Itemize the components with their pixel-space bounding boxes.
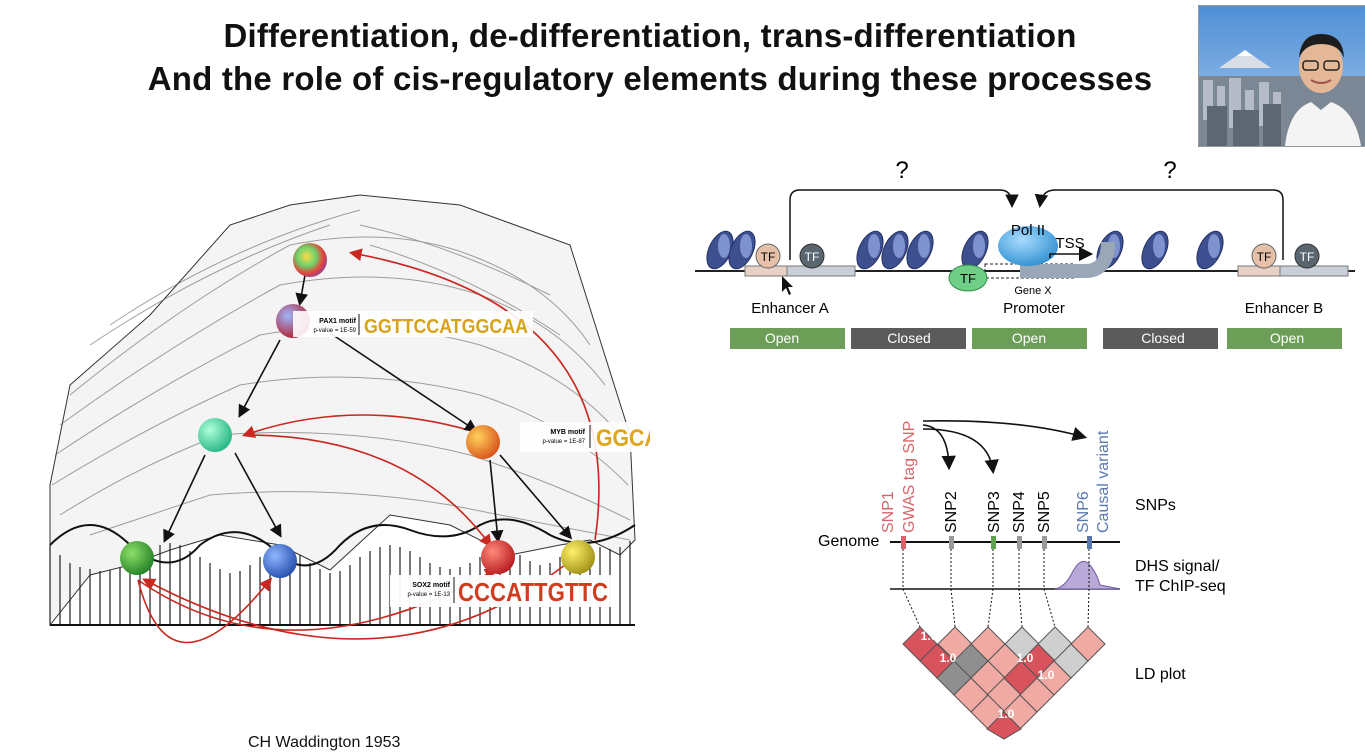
slide-title-line1: Differentiation, de-differentiation, tra… <box>223 17 1077 54</box>
motif-pax1-logo: GGTTCCATGGCAA <box>364 316 528 338</box>
promoter-label: Promoter <box>1003 300 1065 317</box>
enhancer-b-label: Enhancer B <box>1245 300 1323 317</box>
tss-label: TSS <box>1055 235 1084 252</box>
ld-values: 1.0 1.0 1.0 1.0 1.0 <box>921 629 1055 721</box>
svg-text:TF: TF <box>1300 250 1315 264</box>
svg-text:Open: Open <box>765 330 799 346</box>
motif-sox2-pvalue: p-value = 1E-13 <box>407 592 450 598</box>
svg-text:TF: TF <box>960 271 976 286</box>
gwas-tag-label: GWAS tag SNP <box>901 421 918 533</box>
question-mark-right: ? <box>1163 157 1176 184</box>
svg-text:Open: Open <box>1270 330 1304 346</box>
snp-ld-diagram: SNP1 GWAS tag SNP SNP2 SNP3 SNP4 SNP5 SN… <box>800 405 1300 740</box>
tf-enhancer-b-2 <box>1294 243 1320 269</box>
tag-snp-arrows <box>922 420 1088 475</box>
chip-label: TF ChIP-seq <box>1135 578 1226 595</box>
snp4-label: SNP4 <box>1011 491 1028 533</box>
orange-cell-ball <box>466 425 500 459</box>
motif-sox2-label: SOX2 motif <box>412 582 450 589</box>
tf-enhancer-a-1 <box>755 243 781 269</box>
teal-cell-ball <box>198 418 232 452</box>
red-cell-ball <box>481 540 515 574</box>
motif-myb-label: MYB motif <box>550 429 585 436</box>
motif-sox2-logo: CCCATTGTTC <box>458 577 608 607</box>
cis-regulatory-diagram: ? ? TF TF <box>690 150 1360 360</box>
motif-myb-pvalue: p-value = 1E-87 <box>542 439 585 445</box>
genome-label: Genome <box>818 533 879 550</box>
ld-value-2: 1.0 <box>940 651 957 665</box>
pluripotent-cell-ball <box>293 243 327 277</box>
ld-plot-label: LD plot <box>1135 666 1186 683</box>
svg-text:TF: TF <box>761 250 776 264</box>
svg-text:TF: TF <box>1257 250 1272 264</box>
motif-myb-logo: GGCAGTTA <box>596 425 650 452</box>
pol2-label: Pol II <box>1011 222 1045 239</box>
ld-value-1: 1.0 <box>921 629 938 643</box>
motif-pax1-pvalue: p-value = 1E-59 <box>313 328 356 334</box>
mouse-cursor-icon <box>782 276 793 295</box>
tf-enhancer-b-1 <box>1251 243 1277 269</box>
svg-text:Closed: Closed <box>1141 330 1185 346</box>
ld-value-4: 1.0 <box>1038 668 1055 682</box>
enhancer-b-loop-arrow <box>1034 189 1284 260</box>
figure-caption: CH Waddington 1953 <box>248 734 401 751</box>
ld-value-5: 1.0 <box>998 707 1015 721</box>
svg-text:TF: TF <box>805 250 820 264</box>
pol2-complex <box>998 226 1058 266</box>
tf-promoter <box>948 264 988 292</box>
tss-arrow <box>1049 246 1094 262</box>
ld-value-3: 1.0 <box>1017 651 1034 665</box>
snps-row-label: SNPs <box>1135 497 1176 514</box>
slide-title-line2: And the role of cis-regulatory elements … <box>147 60 1153 97</box>
tf-enhancer-a-2 <box>799 243 825 269</box>
snp6-label: SNP6 <box>1075 491 1092 533</box>
presenter-video <box>1198 5 1365 147</box>
chromatin-state-bar-1: Closed <box>851 328 966 349</box>
enhancer-a-loop-arrow <box>789 189 1019 260</box>
chromatin-state-bar-2: Open <box>972 328 1087 349</box>
svg-text:Closed: Closed <box>887 330 931 346</box>
snp5-label: SNP5 <box>1036 491 1053 533</box>
green-cell-ball <box>120 541 154 575</box>
question-mark-left: ? <box>895 157 908 184</box>
enhancer-a-label: Enhancer A <box>751 300 829 317</box>
dhs-peak <box>1054 560 1121 590</box>
dhs-label: DHS signal/ <box>1135 558 1220 575</box>
gene-x-transcript <box>1020 241 1115 278</box>
olive-cell-ball <box>561 540 595 574</box>
blue-cell-ball <box>263 544 297 578</box>
chromatin-state-bar-4: Open <box>1227 328 1342 349</box>
motif-myb: MYB motif p-value = 1E-87 GGCAGTTA <box>520 422 720 452</box>
chromatin-state-bar-3: Closed <box>1103 328 1218 349</box>
differentiation-arrows <box>163 274 573 544</box>
gene-x-label: Gene X <box>1014 285 1052 297</box>
waddington-landscape: PAX1 motif p-value = 1E-59 GGTTCCATGGCAA… <box>30 185 720 660</box>
ld-connectors <box>902 549 1090 628</box>
ld-plot <box>902 626 1106 740</box>
motif-sox2: SOX2 motif p-value = 1E-13 CCCATTGTTC <box>390 575 615 607</box>
svg-text:Open: Open <box>1012 330 1046 346</box>
causal-variant-label: Causal variant <box>1095 430 1112 533</box>
snp3-label: SNP3 <box>986 491 1003 533</box>
motif-pax1-label: PAX1 motif <box>319 318 356 325</box>
snp-markers <box>901 536 1092 549</box>
chromatin-state-bar-0: Open <box>730 328 845 349</box>
motif-pax1: PAX1 motif p-value = 1E-59 GGTTCCATGGCAA <box>293 311 533 338</box>
snp2-label: SNP2 <box>943 491 960 533</box>
snp1-label: SNP1 <box>880 491 897 533</box>
